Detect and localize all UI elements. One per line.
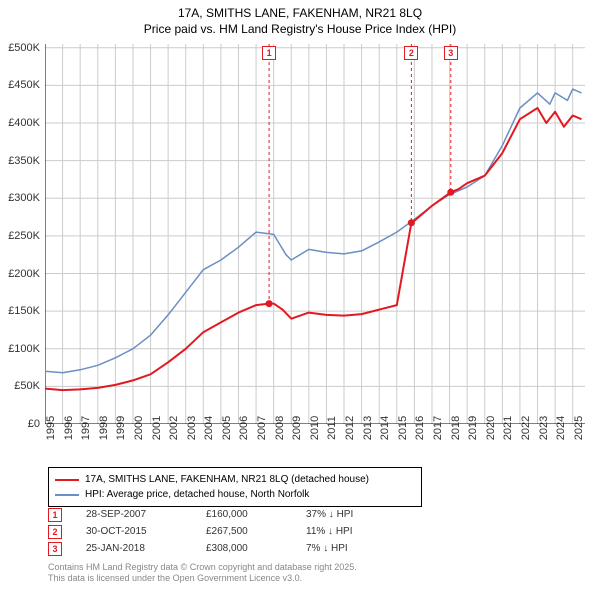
legend-label: HPI: Average price, detached house, Nort… (85, 487, 309, 502)
transaction-diff: 7% ↓ HPI (306, 543, 406, 554)
x-axis-label: 2020 (485, 416, 497, 440)
transaction-marker: 2 (48, 525, 62, 539)
y-axis-label: £150K (8, 305, 40, 317)
x-axis-label: 2023 (538, 416, 550, 440)
x-axis-label: 2022 (520, 416, 532, 440)
legend: 17A, SMITHS LANE, FAKENHAM, NR21 8LQ (de… (48, 467, 422, 507)
x-axis-label: 2001 (151, 416, 163, 440)
y-axis-label: £450K (8, 79, 40, 91)
y-axis-label: £100K (8, 343, 40, 355)
x-axis-label: 2013 (362, 416, 374, 440)
event-marker: 1 (262, 46, 276, 60)
x-axis-label: 2000 (133, 416, 145, 440)
legend-item: HPI: Average price, detached house, Nort… (55, 487, 415, 502)
y-axis-label: £200K (8, 268, 40, 280)
legend-swatch (55, 494, 79, 496)
x-axis-label: 2005 (221, 416, 233, 440)
y-axis-label: £500K (8, 42, 40, 54)
x-axis-label: 2018 (450, 416, 462, 440)
transaction-date: 28-SEP-2007 (86, 509, 206, 520)
y-axis-label: £250K (8, 230, 40, 242)
y-axis-label: £50K (14, 380, 40, 392)
transaction-row: 2 30-OCT-2015£267,50011% ↓ HPI (48, 523, 406, 540)
y-axis-label: £400K (8, 117, 40, 129)
title-line-1: 17A, SMITHS LANE, FAKENHAM, NR21 8LQ (0, 6, 600, 22)
x-axis-label: 2011 (326, 416, 338, 440)
x-axis-label: 1997 (80, 416, 92, 440)
x-axis-label: 2008 (274, 416, 286, 440)
chart-svg (45, 44, 585, 424)
legend-item: 17A, SMITHS LANE, FAKENHAM, NR21 8LQ (de… (55, 472, 415, 487)
event-marker: 2 (404, 46, 418, 60)
transaction-diff: 37% ↓ HPI (306, 509, 406, 520)
x-axis-label: 2025 (573, 416, 585, 440)
chart-container: 17A, SMITHS LANE, FAKENHAM, NR21 8LQ Pri… (0, 0, 600, 590)
transaction-row: 1 28-SEP-2007£160,00037% ↓ HPI (48, 506, 406, 523)
x-axis-label: 1999 (115, 416, 127, 440)
x-axis-label: 2014 (379, 416, 391, 440)
footnote-line-1: Contains HM Land Registry data © Crown c… (48, 562, 357, 573)
x-axis-label: 2007 (256, 416, 268, 440)
transaction-date: 30-OCT-2015 (86, 526, 206, 537)
transaction-marker: 1 (48, 508, 62, 522)
x-axis-label: 2024 (555, 416, 567, 440)
legend-label: 17A, SMITHS LANE, FAKENHAM, NR21 8LQ (de… (85, 472, 369, 487)
transaction-diff: 11% ↓ HPI (306, 526, 406, 537)
x-axis-label: 2010 (309, 416, 321, 440)
x-axis-label: 2012 (344, 416, 356, 440)
transaction-marker: 3 (48, 542, 62, 556)
x-axis-label: 2002 (168, 416, 180, 440)
x-axis-label: 2004 (203, 416, 215, 440)
x-axis-label: 2015 (397, 416, 409, 440)
footnote: Contains HM Land Registry data © Crown c… (48, 562, 357, 584)
title-block: 17A, SMITHS LANE, FAKENHAM, NR21 8LQ Pri… (0, 0, 600, 37)
transaction-table: 128-SEP-2007£160,00037% ↓ HPI230-OCT-201… (48, 506, 406, 557)
x-axis-label: 2003 (186, 416, 198, 440)
chart-area: £0£50K£100K£150K£200K£250K£300K£350K£400… (45, 44, 585, 424)
transaction-date: 25-JAN-2018 (86, 543, 206, 554)
transaction-price: £267,500 (206, 526, 306, 537)
x-axis-label: 1995 (45, 416, 57, 440)
y-axis-label: £300K (8, 192, 40, 204)
x-axis-label: 2021 (502, 416, 514, 440)
event-marker: 3 (444, 46, 458, 60)
y-axis-label: £350K (8, 155, 40, 167)
x-axis-label: 2019 (467, 416, 479, 440)
footnote-line-2: This data is licensed under the Open Gov… (48, 573, 357, 584)
y-axis-label: £0 (28, 418, 40, 430)
x-axis-label: 2017 (432, 416, 444, 440)
x-axis-label: 2009 (291, 416, 303, 440)
transaction-row: 3 25-JAN-2018£308,0007% ↓ HPI (48, 540, 406, 557)
x-axis-label: 2006 (238, 416, 250, 440)
x-axis-label: 2016 (414, 416, 426, 440)
transaction-price: £308,000 (206, 543, 306, 554)
title-line-2: Price paid vs. HM Land Registry's House … (0, 22, 600, 38)
x-axis-label: 1998 (98, 416, 110, 440)
transaction-price: £160,000 (206, 509, 306, 520)
x-axis-label: 1996 (63, 416, 75, 440)
legend-swatch (55, 479, 79, 481)
